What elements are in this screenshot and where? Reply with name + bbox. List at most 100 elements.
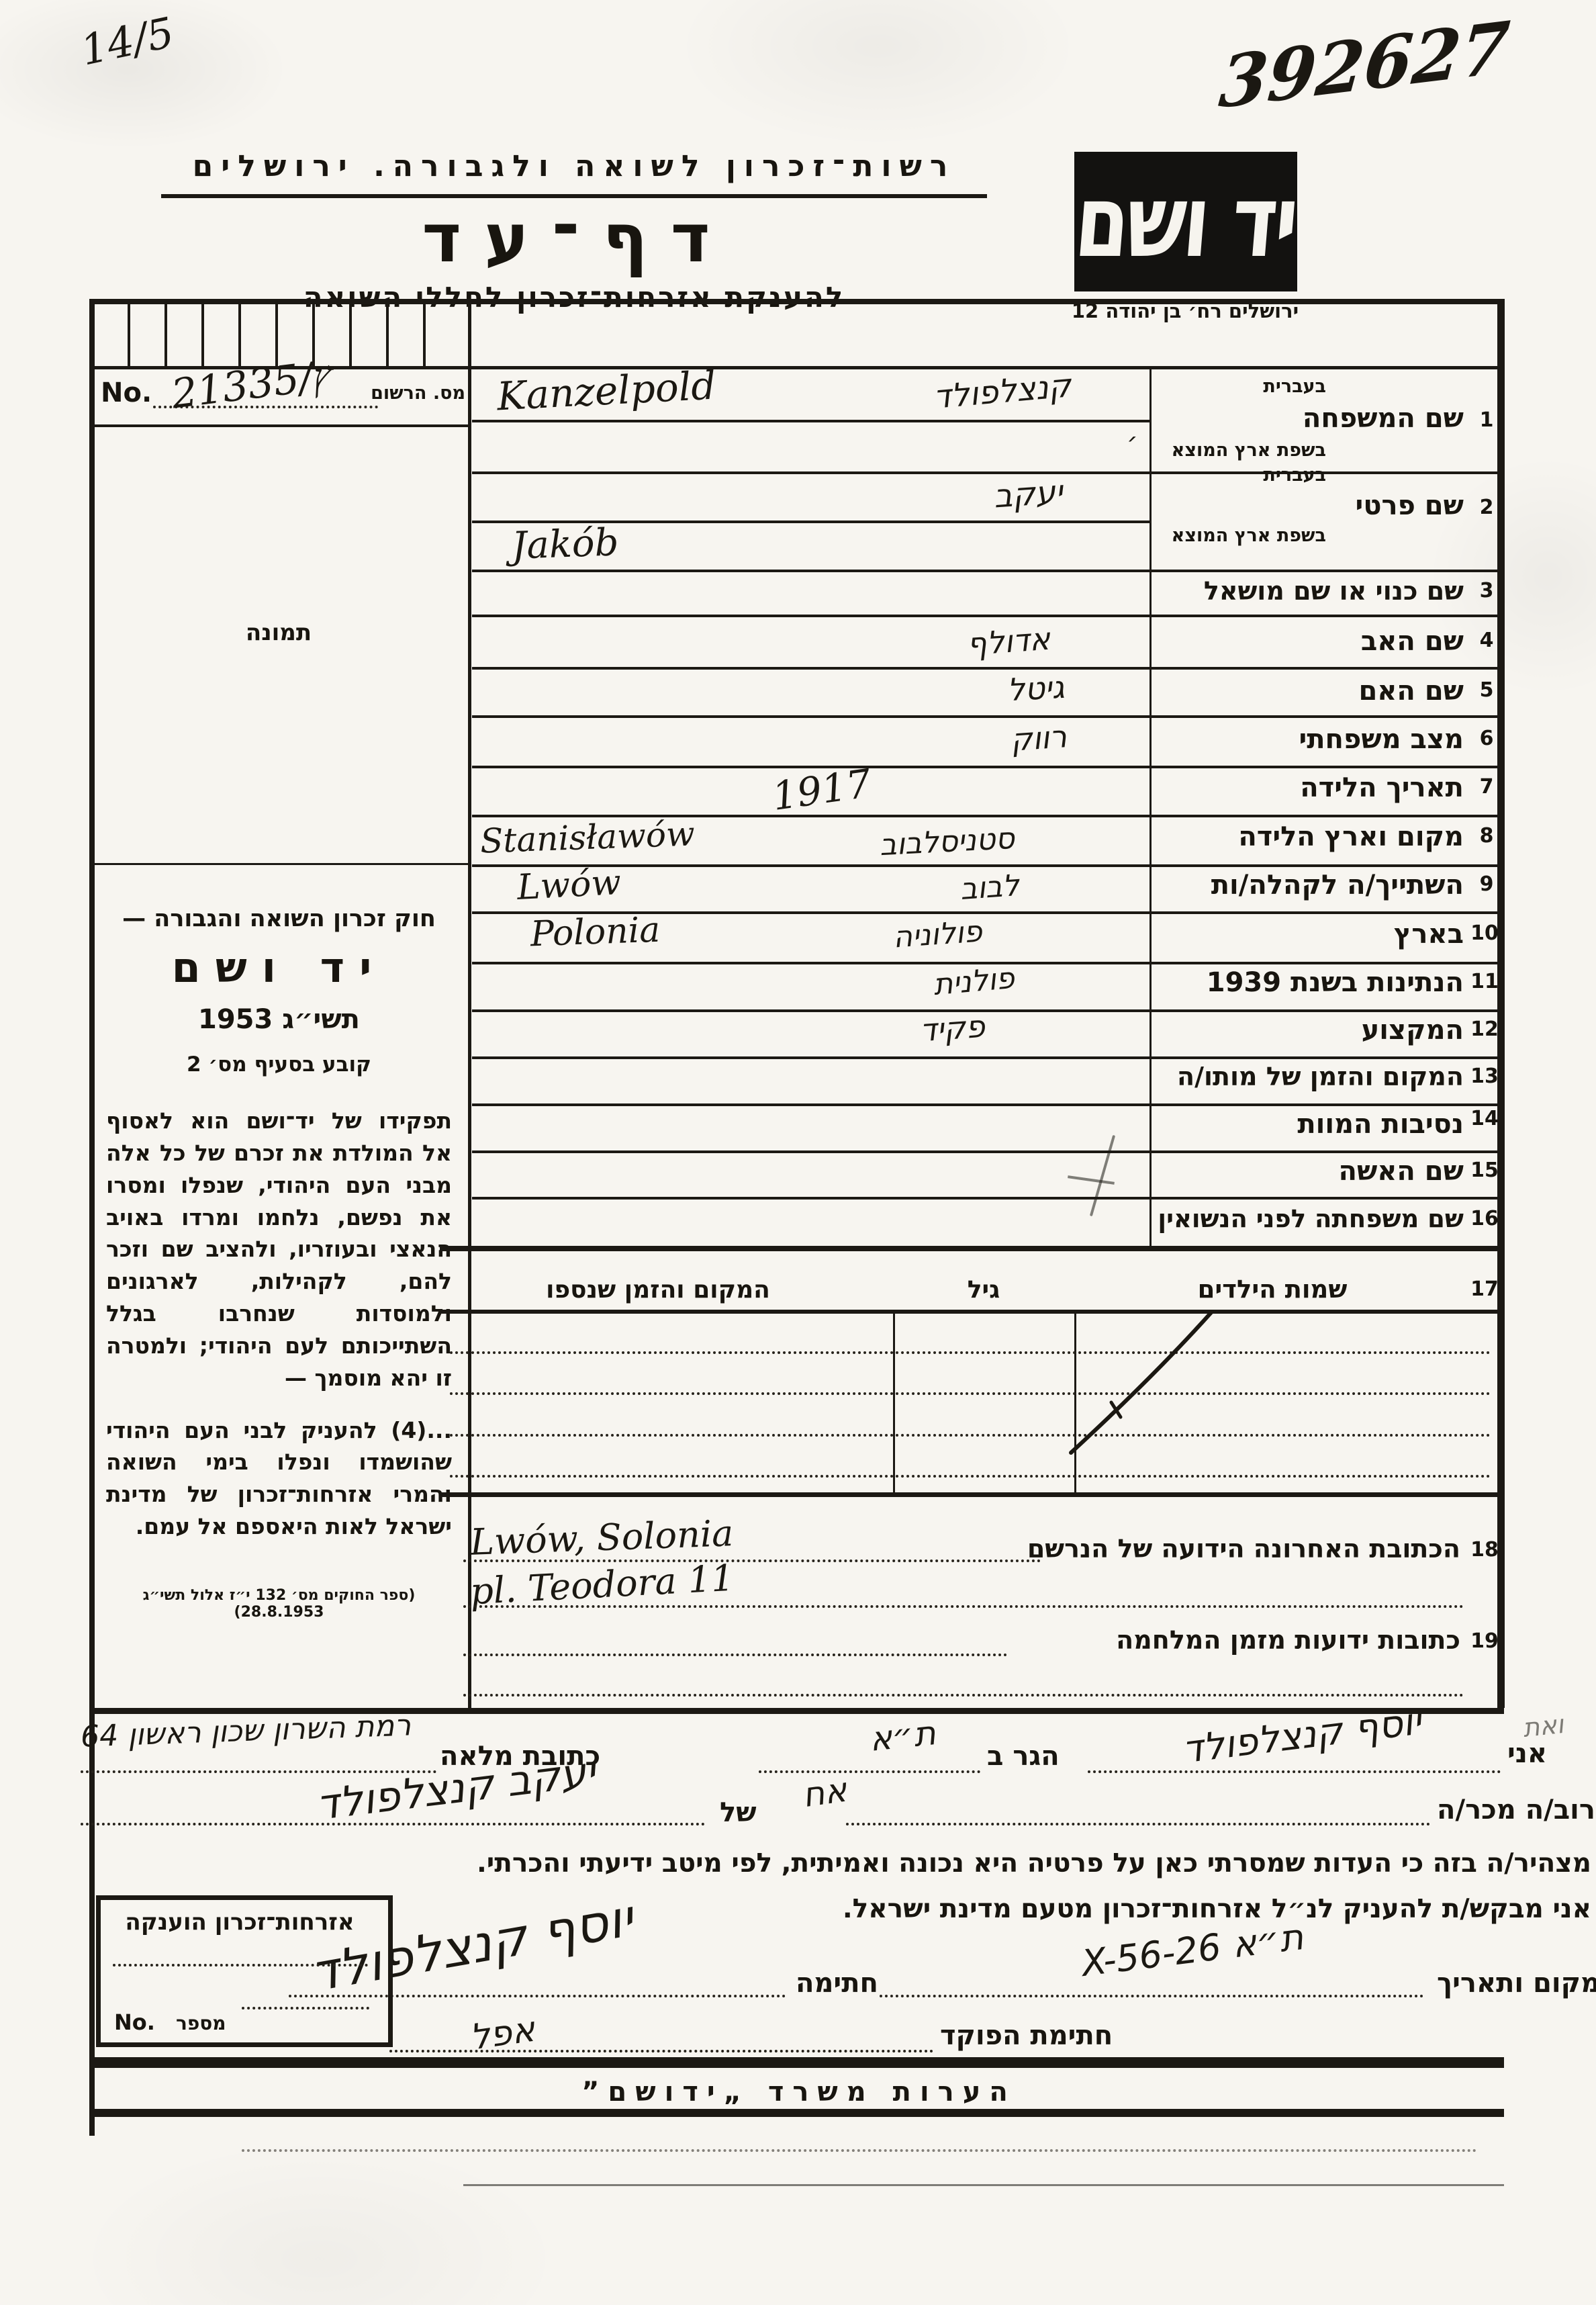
community-latin-handwritten: Lwów [516, 862, 622, 909]
children-none-slash [1069, 1310, 1214, 1455]
declaration-line1-rule-c [81, 1770, 436, 1773]
no-label-hebrew: מס. הרשום [371, 383, 465, 404]
label-row-line [1149, 471, 1499, 474]
field-13-number: 13 [1470, 1065, 1499, 1088]
label-row-line [1149, 715, 1499, 718]
declaration-line1-rule-b [759, 1770, 980, 1773]
place-date-label: מקום ותאריך [1437, 1968, 1596, 1999]
entry-line [472, 1056, 1149, 1059]
full-address-label: כתובת מלאה [440, 1741, 601, 1772]
field-7-label: תאריך הלידה [1300, 772, 1464, 803]
form-top-border [89, 299, 1504, 304]
entry-line [472, 667, 1149, 670]
field-4-number: 4 [1479, 629, 1494, 652]
strip-tick [128, 301, 130, 366]
entry-line [472, 1150, 1149, 1153]
label-column-divider [1149, 368, 1152, 1246]
law-name: יד ושם [171, 943, 387, 992]
entry-line [472, 864, 1149, 867]
entry-line [472, 815, 1149, 817]
field-5-label: שם האם [1358, 676, 1464, 707]
strip-tick [275, 301, 278, 366]
of-label: של [720, 1797, 757, 1828]
children-row-line [450, 1392, 1491, 1395]
strike-mark [1089, 1134, 1116, 1217]
strip-tick [238, 301, 241, 366]
strip-tick [165, 301, 167, 366]
children-header-underline [440, 1310, 1504, 1314]
photo-box-bottom [89, 863, 468, 865]
field-1-sub-bottom: בשפת ארץ המוצא [1171, 440, 1326, 461]
label-row-line [1149, 864, 1499, 867]
field-18-number: 18 [1470, 1538, 1499, 1562]
label-row-line [1149, 911, 1499, 914]
birth-year-handwritten: 1917 [769, 760, 874, 819]
left-column-divider [468, 299, 471, 1708]
field-2-sub-bottom: בשפת ארץ המוצא [1171, 525, 1326, 546]
signature-label: חתימה [796, 1968, 879, 1999]
marital-status-handwritten: רווק [1009, 718, 1068, 758]
strip-tick [349, 301, 352, 366]
photo-placeholder-label: תמונה [245, 619, 312, 646]
community-hebrew-handwritten: לבוב [959, 868, 1021, 907]
field-19-label: כתובות ידועות מזמן המלחמה [1116, 1625, 1460, 1655]
field-12-label: המקצוע [1361, 1015, 1464, 1046]
field-14-label: נסיבות המוות [1297, 1109, 1464, 1140]
form-left-border [89, 299, 95, 2136]
children-row-line [450, 1475, 1491, 1478]
granted-number-hebrew-label: מספר [176, 2012, 226, 2034]
children-table-bottom [440, 1492, 1504, 1497]
declaration-request: אני מבקש/ת להעניק לנ״ל אזרחות־זכרון מטעם… [842, 1894, 1591, 1924]
entry-line [472, 1103, 1149, 1106]
label-row-line [1149, 615, 1499, 617]
strip-tick [201, 301, 204, 366]
law-paragraph-1: תפקידו של יד־ושם הוא לאסוף אל המולדת את … [106, 1108, 452, 1391]
declaration-line1-rule-a [1088, 1770, 1501, 1773]
strip-tick [423, 301, 426, 366]
label-row-line [1149, 766, 1499, 768]
residing-label: הגר ב [987, 1741, 1060, 1772]
country-latin-handwritten: Polonia [530, 909, 661, 955]
field-7-number: 7 [1479, 775, 1494, 799]
first-name-hebrew-handwritten: יעקב [992, 473, 1064, 516]
family-name-hebrew-handwritten: קנצלפולד [931, 367, 1073, 416]
strike-mark-dash [1068, 1175, 1115, 1185]
stray-comma-mark: ׳ [1127, 427, 1138, 458]
field-14-number: 14 [1470, 1107, 1499, 1130]
label-row-line [1149, 1197, 1499, 1200]
profession-handwritten: פקיד [919, 1007, 986, 1049]
form-subtitle: להענקת אזרחות־זכרון לחללי השואה [303, 281, 845, 314]
field-1-label: שם המשפחה [1302, 403, 1464, 434]
field-2-number: 2 [1479, 496, 1494, 519]
label-row-line [1149, 815, 1499, 817]
field-11-label: הנתינות בשנת 1939 [1206, 967, 1464, 998]
field-3-label: שם כנוי או שם מושאל [1203, 576, 1464, 606]
entry-line [472, 1197, 1149, 1200]
law-year: תשי״ג 1953 [198, 1004, 360, 1035]
declarant-i-label: אני [1507, 1738, 1548, 1769]
entry-line [472, 420, 1149, 422]
children-age-header: גיל [967, 1276, 1000, 1304]
official-signature-label: חתימת הפוקד [940, 2020, 1113, 2051]
mother-name-handwritten: גיטל [1006, 668, 1066, 709]
entry-line [472, 615, 1149, 617]
label-row-line [1149, 962, 1499, 964]
stamp-number-handwritten: 392627 [1216, 5, 1513, 125]
granted-box-rule2 [242, 2007, 369, 2009]
field-2-sub-top: בעברית [1263, 465, 1326, 486]
field-16-number: 16 [1470, 1207, 1499, 1230]
declaration-line2-rule-b [81, 1823, 705, 1825]
footer-thick-bar [89, 2057, 1504, 2068]
country-hebrew-handwritten: פולוניה [892, 914, 984, 955]
children-place-header: המקום והזמן שנספו [546, 1276, 770, 1304]
footer-faint-rule [242, 2149, 1477, 2152]
label-row-line [1149, 1103, 1499, 1106]
declaration-section-divider [89, 1708, 1504, 1714]
entry-line [472, 962, 1149, 964]
authority-header: רשות־זכרון לשואה ולגבורה. ירושלים [161, 149, 987, 198]
entry-line [472, 715, 1149, 718]
entry-line [472, 766, 1149, 768]
label-row-line [1149, 1056, 1499, 1059]
field-6-number: 6 [1479, 727, 1494, 750]
entry-line [472, 471, 1149, 474]
